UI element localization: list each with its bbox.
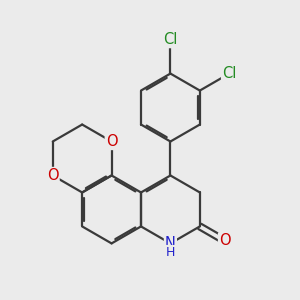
Text: O: O bbox=[219, 233, 231, 248]
Text: O: O bbox=[106, 134, 117, 149]
Text: O: O bbox=[47, 168, 58, 183]
Text: N: N bbox=[165, 236, 176, 251]
Text: Cl: Cl bbox=[222, 66, 236, 81]
Text: Cl: Cl bbox=[163, 32, 178, 47]
Text: H: H bbox=[166, 246, 175, 259]
